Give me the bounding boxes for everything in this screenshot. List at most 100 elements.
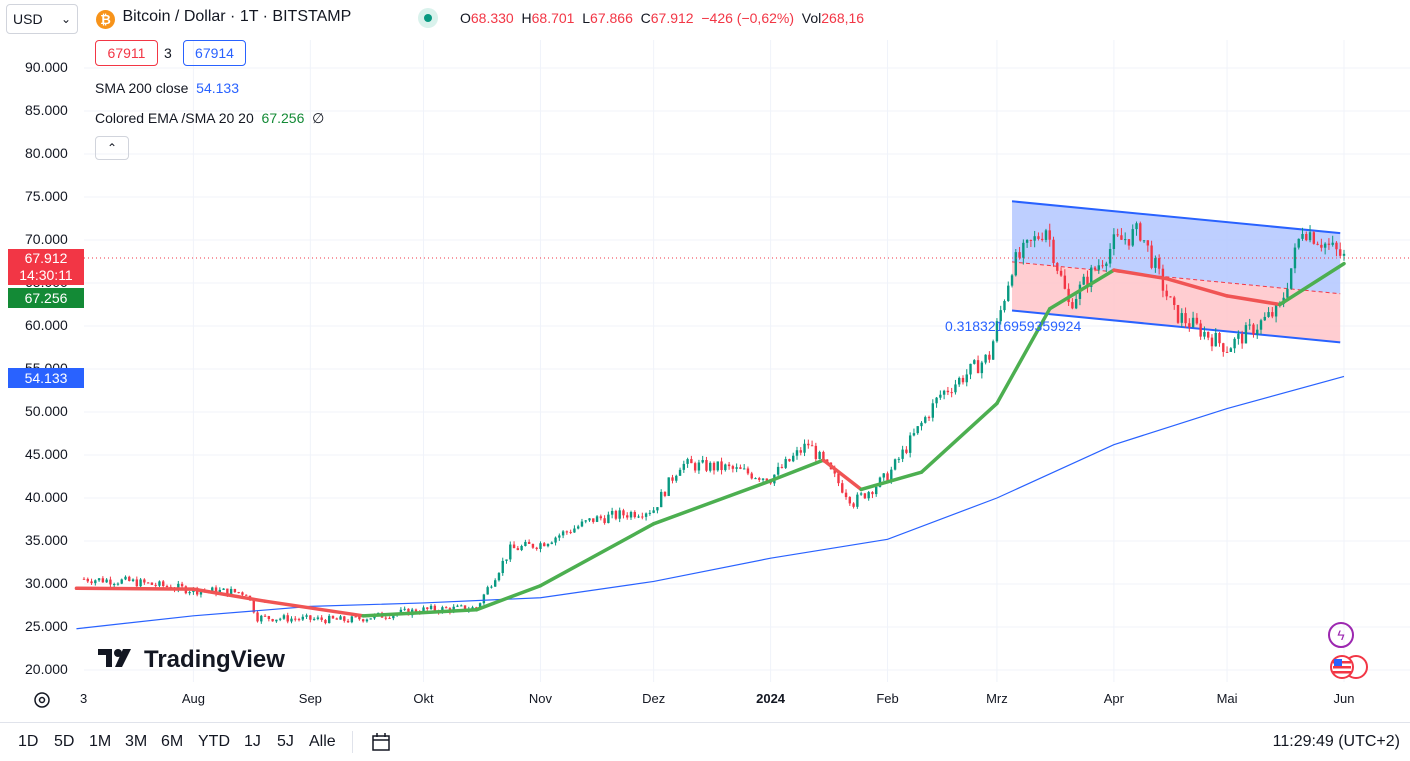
- candle-body: [969, 363, 972, 375]
- candle-body: [1018, 252, 1021, 258]
- candle-body: [565, 531, 569, 533]
- sma200-line: [76, 375, 1345, 630]
- candle-body: [1263, 316, 1266, 321]
- candle-body: [569, 531, 572, 533]
- candle-body: [150, 582, 154, 585]
- chevron-down-icon: ⌄: [60, 12, 71, 26]
- range-6m-button[interactable]: 6M: [161, 733, 184, 750]
- chart-settings-icon[interactable]: [32, 690, 52, 710]
- range-ytd-button[interactable]: YTD: [198, 733, 230, 750]
- candle-body: [1127, 239, 1131, 246]
- range-5d-button[interactable]: 5D: [54, 733, 75, 750]
- candle-body: [875, 486, 878, 495]
- candle-body: [841, 483, 844, 493]
- candle-body: [1316, 243, 1319, 245]
- price-axis-label: 50.000: [25, 403, 68, 419]
- candle-body: [709, 462, 712, 471]
- candle-body: [162, 581, 165, 587]
- candle-body: [1195, 317, 1199, 324]
- candle-body: [822, 451, 825, 460]
- candle-body: [1271, 312, 1274, 317]
- us-flag-icon[interactable]: [1328, 654, 1368, 680]
- candle-body: [245, 594, 248, 596]
- sma-legend[interactable]: SMA 200 close 54.133: [95, 80, 239, 96]
- candle-body: [1173, 297, 1176, 306]
- price-axis-label: 85.000: [25, 102, 68, 118]
- tradingview-logo: TradingView: [98, 646, 285, 673]
- candle-body: [354, 616, 357, 618]
- candle-body: [399, 609, 403, 614]
- candle-body: [1176, 305, 1180, 323]
- current-price-tag: 67.912 14:30:11: [8, 249, 84, 285]
- candle-body: [403, 608, 406, 610]
- candle-body: [682, 463, 686, 470]
- range-1y-button[interactable]: 1J: [244, 733, 261, 750]
- market-status-icon[interactable]: [418, 8, 438, 28]
- candle-body: [750, 473, 753, 479]
- collapse-legend-button[interactable]: ⌃: [95, 136, 129, 160]
- candle-body: [165, 586, 169, 588]
- time-axis-label: Nov: [528, 691, 553, 706]
- range-all-button[interactable]: Alle: [309, 733, 336, 750]
- candle-body: [776, 466, 780, 475]
- ema-legend[interactable]: Colored EMA /SMA 20 20 67.256 ∅: [95, 110, 325, 126]
- ema-segment: [919, 401, 999, 474]
- candle-body: [795, 450, 799, 456]
- candle-body: [358, 616, 361, 620]
- price-chart[interactable]: 0.3183216959359924 TradingView: [0, 0, 1410, 722]
- candle-body: [1131, 229, 1134, 246]
- symbol-header[interactable]: ₿ Bitcoin / Dollar · 1T · BITSTAMP: [96, 8, 351, 29]
- candle-body: [241, 592, 244, 595]
- candle-body: [852, 503, 855, 507]
- ohlc-readout: O68.330 H68.701 L67.866 C67.912 −426 (−0…: [460, 10, 865, 26]
- currency-select[interactable]: USD ⌄: [6, 4, 78, 34]
- sma-price-tag: 54.133: [8, 368, 84, 388]
- candle-body: [656, 507, 659, 511]
- candle-body: [128, 576, 131, 581]
- candle-body: [429, 605, 433, 609]
- candle-body: [116, 583, 120, 585]
- range-1m-button[interactable]: 1M: [89, 733, 112, 750]
- candle-body: [897, 458, 901, 460]
- buy-price-button[interactable]: 67914: [183, 40, 246, 66]
- candle-body: [131, 579, 135, 581]
- candle-body: [814, 445, 818, 460]
- candle-body: [599, 516, 603, 519]
- candle-body: [893, 459, 897, 470]
- range-5y-button[interactable]: 5J: [277, 733, 294, 750]
- candle-body: [1074, 298, 1078, 309]
- candle-body: [1014, 252, 1017, 276]
- candle-body: [784, 459, 787, 468]
- date-range-icon[interactable]: [370, 731, 392, 753]
- candle-body: [965, 374, 968, 383]
- candle-body: [648, 512, 652, 514]
- candle-body: [678, 469, 682, 476]
- candle-body: [516, 548, 520, 551]
- time-axis-label: Aug: [181, 691, 205, 706]
- candle-body: [1044, 230, 1048, 240]
- candle-body: [1041, 238, 1044, 240]
- candle-body: [301, 616, 305, 620]
- candle-body: [663, 491, 667, 496]
- candle-body: [980, 362, 984, 374]
- candle-body: [939, 394, 942, 398]
- candle-body: [1305, 233, 1308, 241]
- candle-body: [531, 543, 535, 548]
- candle-body: [1191, 317, 1195, 328]
- candle-body: [886, 473, 889, 483]
- candle-body: [1090, 267, 1093, 287]
- candle-body: [346, 620, 350, 623]
- spread-value: 3: [164, 45, 172, 61]
- candle-body: [1150, 245, 1153, 268]
- candle-body: [641, 516, 644, 518]
- sell-price-button[interactable]: 67911: [95, 40, 158, 66]
- candle-body: [1097, 265, 1100, 270]
- candle-body: [1105, 263, 1108, 267]
- range-3m-button[interactable]: 3M: [125, 733, 148, 750]
- range-1d-button[interactable]: 1D: [18, 733, 39, 750]
- candle-body: [610, 510, 614, 515]
- clock-timezone[interactable]: 11:29:49 (UTC+2): [1272, 733, 1400, 750]
- candle-body: [320, 617, 323, 620]
- flash-icon[interactable]: ϟ: [1328, 622, 1354, 648]
- candle-body: [924, 417, 927, 423]
